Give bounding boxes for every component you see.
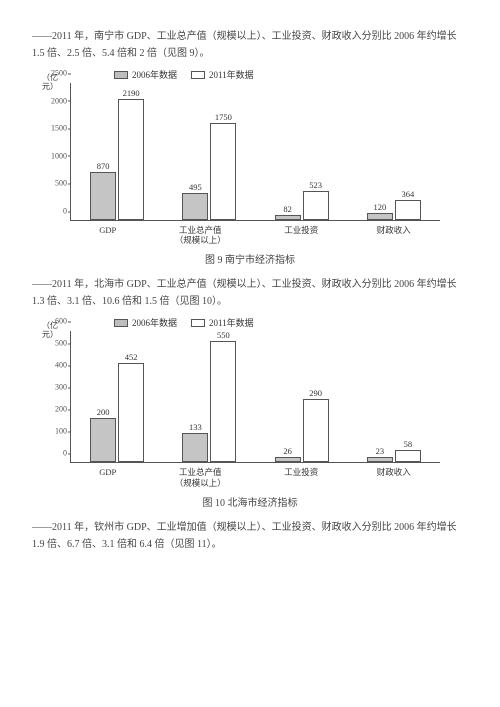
bar-value: 82 — [283, 204, 292, 214]
y-tick: 0 — [63, 207, 67, 216]
y-tick: 400 — [55, 361, 67, 370]
y-ticks-1: 05001000150020002500 — [45, 83, 69, 220]
bar-value: 290 — [309, 388, 322, 398]
bar-2006: 26 — [275, 457, 301, 463]
x-label: 财政收入 — [377, 467, 411, 487]
bar-value: 120 — [374, 202, 387, 212]
y-tick: 2500 — [51, 69, 67, 78]
bar-value: 495 — [189, 182, 202, 192]
bar-2006: 495 — [182, 193, 208, 220]
chart-beihai: 2006年数据 2011年数据 （亿元） 0100200300400500600… — [44, 316, 468, 487]
bar-group: 2358 — [367, 450, 421, 463]
chart-nanning: 2006年数据 2011年数据 （亿元） 0500100015002000250… — [44, 68, 468, 245]
x-label: 财政收入 — [377, 225, 411, 245]
bar-group: 200452 — [90, 363, 144, 462]
bar-2006: 133 — [182, 433, 208, 462]
x-label: 工业投资 — [284, 225, 318, 245]
bar-2011: 550 — [210, 341, 236, 462]
legend2-2011-label: 2011年数据 — [209, 316, 254, 329]
bar-2006: 870 — [90, 172, 116, 220]
bar-value: 1750 — [215, 112, 232, 122]
bar-value: 133 — [189, 422, 202, 432]
bar-2011: 452 — [118, 363, 144, 462]
bar-2006: 120 — [367, 213, 393, 220]
legend2-2011: 2011年数据 — [191, 316, 254, 329]
x-labels-1: GDP 工业总产值（规模以上） 工业投资 财政收入 — [70, 225, 440, 245]
bar-value: 58 — [404, 439, 413, 449]
x-labels-2: GDP 工业总产值（规模以上） 工业投资 财政收入 — [70, 467, 440, 487]
bar-group: 120364 — [367, 200, 421, 220]
bar-value: 200 — [97, 407, 110, 417]
y-tick: 500 — [55, 339, 67, 348]
y-tick: 300 — [55, 383, 67, 392]
legend-2006-label: 2006年数据 — [132, 68, 177, 81]
paragraph-2: ——2011 年，北海市 GDP、工业总产值（规模以上）、工业投资、财政收入分别… — [32, 276, 468, 310]
paragraph-1: ——2011 年，南宁市 GDP、工业总产值（规模以上）、工业投资、财政收入分别… — [32, 28, 468, 62]
y-tick: 100 — [55, 427, 67, 436]
x-label: 工业总产值（规模以上） — [175, 467, 226, 487]
y-tick: 2000 — [51, 96, 67, 105]
x-label: 工业总产值（规模以上） — [175, 225, 226, 245]
swatch2-2011 — [191, 319, 205, 327]
paragraph-3: ——2011 年，钦州市 GDP、工业增加值（规模以上）、工业投资、财政收入分别… — [32, 519, 468, 553]
x-label: 工业投资 — [284, 467, 318, 487]
caption-fig9: 图 9 南宁市经济指标 — [32, 251, 468, 266]
bar-value: 523 — [309, 180, 322, 190]
bar-2011: 364 — [395, 200, 421, 220]
bar-groups-2: 200452133550262902358 — [71, 331, 440, 462]
bar-2011: 523 — [303, 191, 329, 220]
bar-value: 870 — [97, 161, 110, 171]
legend-2006: 2006年数据 — [114, 68, 177, 81]
legend: 2006年数据 2011年数据 — [114, 68, 468, 81]
plot-area-2: 0100200300400500600 20045213355026290235… — [70, 331, 440, 463]
legend2-2006: 2006年数据 — [114, 316, 177, 329]
bar-group: 82523 — [275, 191, 329, 220]
bar-group: 26290 — [275, 399, 329, 463]
x-label: GDP — [99, 467, 116, 487]
legend-2: 2006年数据 2011年数据 — [114, 316, 468, 329]
y-ticks-2: 0100200300400500600 — [45, 331, 69, 462]
bar-group: 133550 — [182, 341, 236, 462]
bar-2006: 200 — [90, 418, 116, 462]
bar-value: 26 — [283, 446, 292, 456]
y-tick: 200 — [55, 405, 67, 414]
plot-area-1: 05001000150020002500 8702190495175082523… — [70, 83, 440, 221]
bar-value: 2190 — [123, 88, 140, 98]
bar-2006: 82 — [275, 215, 301, 220]
y-tick: 500 — [55, 179, 67, 188]
bar-value: 364 — [402, 189, 415, 199]
bar-value: 550 — [217, 330, 230, 340]
bar-2011: 1750 — [210, 123, 236, 220]
bar-group: 8702190 — [90, 99, 144, 220]
bar-group: 4951750 — [182, 123, 236, 220]
y-tick: 0 — [63, 449, 67, 458]
x-label: GDP — [99, 225, 116, 245]
legend-2011-label: 2011年数据 — [209, 68, 254, 81]
bar-2011: 290 — [303, 399, 329, 463]
legend2-2006-label: 2006年数据 — [132, 316, 177, 329]
caption-fig10: 图 10 北海市经济指标 — [32, 494, 468, 509]
y-tick: 600 — [55, 317, 67, 326]
swatch-2006 — [114, 71, 128, 79]
bar-value: 23 — [376, 446, 385, 456]
y-tick: 1000 — [51, 151, 67, 160]
legend-2011: 2011年数据 — [191, 68, 254, 81]
swatch2-2006 — [114, 319, 128, 327]
bar-2011: 2190 — [118, 99, 144, 220]
bar-2006: 23 — [367, 457, 393, 462]
bar-value: 452 — [125, 352, 138, 362]
bar-groups-1: 8702190495175082523120364 — [71, 83, 440, 220]
bar-2011: 58 — [395, 450, 421, 463]
swatch-2011 — [191, 71, 205, 79]
y-tick: 1500 — [51, 124, 67, 133]
